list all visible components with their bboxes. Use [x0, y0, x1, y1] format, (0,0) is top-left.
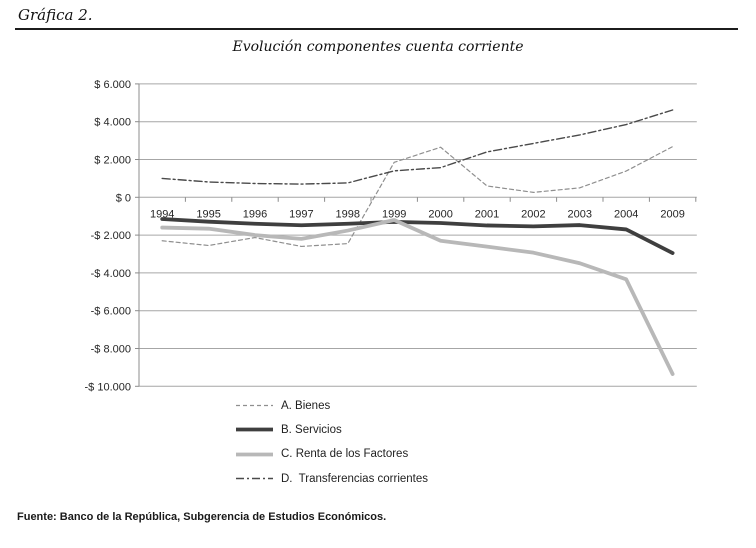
- legend-label: C. Renta de los Factores: [281, 448, 409, 461]
- x-tick-label: 2009: [660, 209, 684, 221]
- y-tick-label: -$ 10.000: [85, 381, 131, 393]
- y-tick-label: $ 4.000: [94, 117, 131, 129]
- y-tick-label: -$ 2.000: [91, 230, 131, 242]
- y-tick-label: -$ 8.000: [91, 344, 131, 356]
- legend-line-sample-icon: [236, 477, 273, 480]
- legend-line-sample-icon: [236, 404, 273, 407]
- y-tick-label: $ 0: [116, 192, 131, 204]
- x-tick-label: 1996: [243, 209, 267, 221]
- legend-line-sample-icon: [236, 452, 273, 457]
- x-tick-label: 2002: [521, 209, 545, 221]
- legend-line-sample-icon: [236, 427, 273, 432]
- figure-label: Gráfica 2.: [18, 6, 93, 24]
- series-line-1: [160, 217, 675, 255]
- x-tick-label: 1998: [336, 209, 360, 221]
- top-divider: [15, 28, 738, 30]
- legend-label: D. Transferencias corrientes: [281, 472, 429, 485]
- source-note: Fuente: Banco de la República, Subgerenc…: [17, 511, 387, 523]
- legend-label: A. Bienes: [281, 399, 331, 412]
- legend-item-bienes: A. Bienes: [236, 398, 428, 413]
- x-tick-label: 1995: [196, 209, 220, 221]
- chart-legend: A. Bienes B. Servicios C. Renta de los F…: [236, 398, 428, 496]
- y-tick-label: -$ 4.000: [91, 268, 131, 280]
- chart-title: Evolución componentes cuenta corriente: [232, 39, 524, 55]
- legend-item-servicios: B. Servicios: [236, 422, 428, 437]
- y-tick-label: -$ 6.000: [91, 306, 131, 318]
- x-tick-label: 2003: [568, 209, 592, 221]
- series-line-3: [161, 109, 674, 185]
- y-tick-label: $ 2.000: [94, 155, 131, 167]
- x-tick-label: 2000: [428, 209, 452, 221]
- y-tick-label: $ 6.000: [94, 79, 131, 91]
- x-tick-label: 1999: [382, 209, 406, 221]
- x-tick-label: 2001: [475, 209, 499, 221]
- series-line-2: [160, 218, 675, 376]
- legend-item-transferencias: D. Transferencias corrientes: [236, 471, 428, 486]
- legend-label: B. Servicios: [281, 423, 342, 436]
- x-tick-label: 2004: [614, 209, 638, 221]
- series-line-0: [161, 146, 674, 248]
- x-tick-label: 1997: [289, 209, 313, 221]
- legend-item-renta-factores: C. Renta de los Factores: [236, 447, 428, 462]
